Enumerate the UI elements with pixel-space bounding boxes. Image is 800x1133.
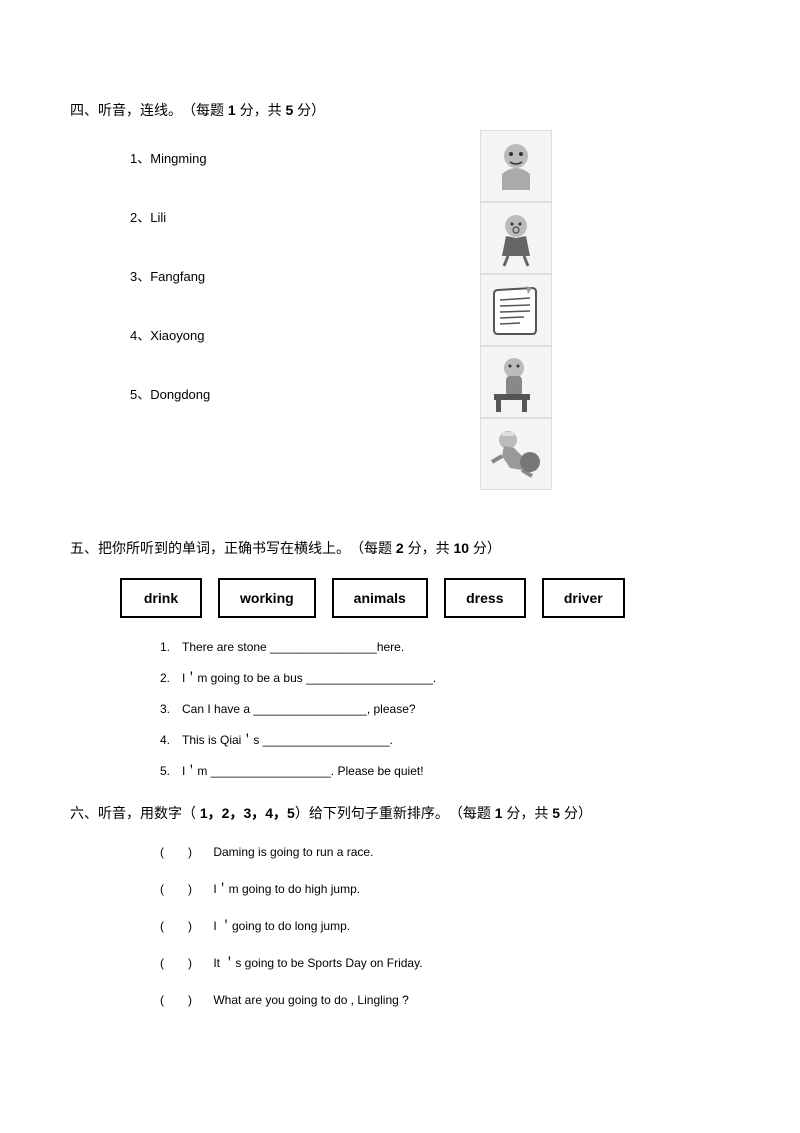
- section-4-title: 四、听音，连线。 （每题 1 分，共 5 分）: [70, 100, 730, 120]
- matching-image-5: [480, 418, 552, 490]
- matching-images-column: [480, 130, 552, 490]
- reorder-list: ( ) Daming is going to run a race. ( ) I…: [70, 843, 730, 1008]
- word-box: working: [218, 578, 316, 618]
- section-4-body: 1、Mingming 2、Lili 3、Fangfang 4、Xiaoyong …: [70, 140, 730, 510]
- answer-blank: ( ): [160, 991, 210, 1008]
- title-text: 五、把你所听到的单词，正确书写在横线上。 （: [70, 540, 364, 556]
- section-4: 四、听音，连线。 （每题 1 分，共 5 分） 1、Mingming 2、Lil…: [70, 100, 730, 510]
- matching-image-1: [480, 130, 552, 202]
- word-box: driver: [542, 578, 625, 618]
- answer-blank: ( ): [160, 880, 210, 897]
- cartoon-seated-boy-icon: [484, 350, 548, 414]
- matching-names-list: 1、Mingming 2、Lili 3、Fangfang 4、Xiaoyong …: [130, 140, 730, 403]
- list-item: 4、Xiaoyong: [130, 325, 730, 344]
- paper-note-icon: [484, 278, 548, 342]
- list-item: 2、Lili: [130, 207, 730, 226]
- points-total: 5: [552, 805, 560, 821]
- word-box: drink: [120, 578, 202, 618]
- word-bank: drink working animals dress driver: [70, 578, 730, 618]
- matching-image-4: [480, 346, 552, 418]
- points-each: 1: [228, 102, 236, 118]
- fill-blank-list: 1. There are stone ________________here.…: [70, 638, 730, 779]
- fill-blank-item: 3. Can I have a _________________, pleas…: [160, 700, 730, 717]
- cartoon-child-icon: [484, 134, 548, 198]
- answer-blank: ( ): [160, 843, 210, 860]
- answer-blank: ( ): [160, 954, 210, 971]
- answer-blank: ( ): [160, 917, 210, 934]
- section-5-title: 五、把你所听到的单词，正确书写在横线上。 （每题 2 分，共 10 分）: [70, 538, 730, 558]
- fill-blank-item: 1. There are stone ________________here.: [160, 638, 730, 655]
- number-sequence: 1，2，3，4，5: [200, 805, 295, 821]
- word-box: dress: [444, 578, 526, 618]
- list-item: 5、Dongdong: [130, 384, 730, 403]
- fill-blank-item: 5. I＇m __________________. Please be qui…: [160, 762, 730, 779]
- title-text: 六、听音，用数字（: [70, 805, 200, 821]
- section-6: 六、听音，用数字（ 1，2，3，4，5）给下列句子重新排序。 （每题 1 分，共…: [70, 803, 730, 1008]
- fill-blank-item: 4. This is Qiai＇s ___________________.: [160, 731, 730, 748]
- section-6-title: 六、听音，用数字（ 1，2，3，4，5）给下列句子重新排序。 （每题 1 分，共…: [70, 803, 730, 823]
- title-text: 四、听音，连线。 （每题: [70, 102, 228, 118]
- cartoon-running-child-icon: [484, 422, 548, 486]
- points-total: 10: [453, 540, 469, 556]
- points-each: 1: [495, 805, 503, 821]
- section-5: 五、把你所听到的单词，正确书写在横线上。 （每题 2 分，共 10 分） dri…: [70, 538, 730, 779]
- title-text: 分）: [293, 102, 325, 118]
- matching-image-3: [480, 274, 552, 346]
- reorder-item: ( ) I＇m going to do high jump.: [160, 880, 730, 897]
- reorder-item: ( ) I ＇going to do long jump.: [160, 917, 730, 934]
- reorder-item: ( ) What are you going to do , Lingling …: [160, 991, 730, 1008]
- fill-blank-item: 2. I＇m going to be a bus _______________…: [160, 669, 730, 686]
- title-text: 分，共: [236, 102, 286, 118]
- word-box: animals: [332, 578, 428, 618]
- reorder-item: ( ) It ＇s going to be Sports Day on Frid…: [160, 954, 730, 971]
- matching-image-2: [480, 202, 552, 274]
- points-each: 2: [396, 540, 404, 556]
- cartoon-girl-icon: [484, 206, 548, 270]
- reorder-item: ( ) Daming is going to run a race.: [160, 843, 730, 860]
- list-item: 1、Mingming: [130, 148, 730, 167]
- list-item: 3、Fangfang: [130, 266, 730, 285]
